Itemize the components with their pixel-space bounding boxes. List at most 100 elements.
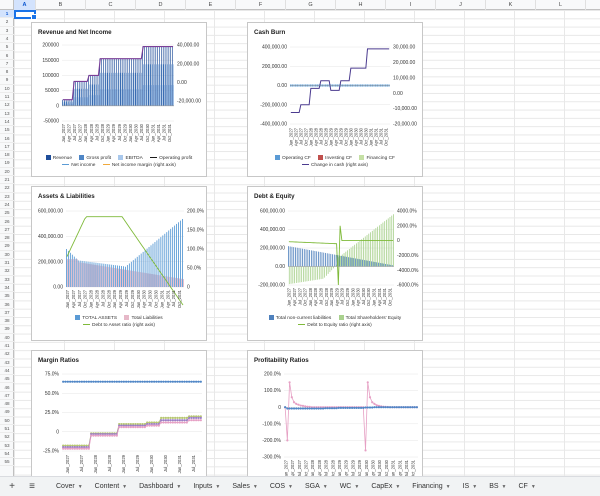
- sheet-tab-content[interactable]: Content ▼: [89, 479, 133, 495]
- row-header-17[interactable]: 17: [0, 143, 14, 152]
- row-header-51[interactable]: 51: [0, 425, 14, 434]
- spreadsheet-grid[interactable]: ABCDEFGHIJKLMN 1234567891011121314151617…: [0, 0, 600, 476]
- row-header-12[interactable]: 12: [0, 101, 14, 110]
- row-header-46[interactable]: 46: [0, 384, 14, 392]
- row-header-54[interactable]: 54: [0, 450, 14, 459]
- row-header-42[interactable]: 42: [0, 350, 14, 359]
- row-header-25[interactable]: 25: [0, 209, 14, 218]
- row-header-8[interactable]: 8: [0, 68, 14, 77]
- row-header-bar[interactable]: 1 2 3 4 5 6 7 8 9 10 11 12 13 14 15 16 17 18 19 20 21 22 23 24 2…: [0, 10, 14, 476]
- row-header-7[interactable]: 7: [0, 60, 14, 69]
- row-header-27[interactable]: 27: [0, 226, 14, 235]
- row-header-44[interactable]: 44: [0, 367, 14, 376]
- row-header-33[interactable]: 33: [0, 276, 14, 284]
- add-sheet-button[interactable]: +: [9, 481, 15, 492]
- row-header-34[interactable]: 34: [0, 284, 14, 293]
- row-header-28[interactable]: 28: [0, 234, 14, 243]
- row-header-13[interactable]: 13: [0, 110, 14, 118]
- chart-margin-ratios[interactable]: Margin Ratios 75.0% 50.0% 25.0% 0 -25.0% Jan_…: [31, 350, 207, 476]
- select-all-corner[interactable]: [0, 0, 14, 10]
- row-header-29[interactable]: 29: [0, 242, 14, 251]
- row-header-14[interactable]: 14: [0, 118, 14, 127]
- sheet-tab-financing[interactable]: Financing ▼: [406, 479, 456, 495]
- row-header-15[interactable]: 15: [0, 126, 14, 135]
- sheet-tab-cf[interactable]: CF ▼: [512, 479, 541, 495]
- sheet-tab-sales[interactable]: Sales ▼: [226, 479, 263, 495]
- row-header-6[interactable]: 6: [0, 52, 14, 60]
- sheet-tab-cos[interactable]: COS ▼: [264, 479, 299, 495]
- active-cell-a1[interactable]: [14, 10, 37, 20]
- row-header-1[interactable]: 1: [0, 10, 14, 19]
- row-header-53[interactable]: 53: [0, 442, 14, 450]
- row-header-32[interactable]: 32: [0, 267, 14, 276]
- row-header-18[interactable]: 18: [0, 151, 14, 160]
- column-header-f[interactable]: F: [236, 0, 286, 10]
- row-header-4[interactable]: 4: [0, 35, 14, 44]
- row-header-5[interactable]: 5: [0, 43, 14, 52]
- column-header-i[interactable]: I: [386, 0, 436, 10]
- row-header-45[interactable]: 45: [0, 375, 14, 384]
- row-header-41[interactable]: 41: [0, 342, 14, 351]
- all-sheets-menu-button[interactable]: ≡: [29, 481, 35, 492]
- chevron-down-icon[interactable]: ▼: [288, 483, 293, 490]
- column-header-g[interactable]: G: [286, 0, 336, 10]
- chart-revenue-net-income[interactable]: Revenue and Net Income 200000 150000 10000…: [31, 22, 207, 177]
- sheet-tab-cover[interactable]: Cover ▼: [50, 479, 89, 495]
- chevron-down-icon[interactable]: ▼: [472, 483, 478, 490]
- chevron-down-icon[interactable]: ▼: [322, 483, 328, 490]
- sheet-tab-dashboard[interactable]: Dashboard ▼: [133, 479, 187, 495]
- row-header-31[interactable]: 31: [0, 259, 14, 268]
- column-header-k[interactable]: K: [486, 0, 536, 10]
- sheet-tab-is[interactable]: IS ▼: [457, 479, 484, 495]
- chevron-down-icon[interactable]: ▼: [530, 483, 536, 490]
- chevron-down-icon[interactable]: ▼: [215, 483, 221, 490]
- chart-profitability-ratios[interactable]: Profitability Ratios 200.0% 100.0% 0 -100.0…: [247, 350, 423, 476]
- column-header-e[interactable]: E: [186, 0, 236, 10]
- column-header-j[interactable]: J: [436, 0, 486, 10]
- row-header-49[interactable]: 49: [0, 408, 14, 417]
- column-header-m[interactable]: M: [586, 0, 600, 10]
- row-header-35[interactable]: 35: [0, 292, 14, 301]
- row-header-24[interactable]: 24: [0, 201, 14, 210]
- chart-cash-burn[interactable]: Cash Burn 400,000.00 200,000.00 0.00 -200,0…: [247, 22, 423, 177]
- chart-debt-equity[interactable]: Debt & Equity 600,000.00 400,000.00 200,00…: [247, 186, 423, 341]
- chevron-down-icon[interactable]: ▼: [252, 483, 258, 490]
- row-header-10[interactable]: 10: [0, 85, 14, 93]
- column-header-d[interactable]: D: [136, 0, 186, 10]
- chevron-down-icon[interactable]: ▼: [445, 483, 451, 490]
- sheet-tab-inputs[interactable]: Inputs ▼: [187, 479, 226, 495]
- row-header-16[interactable]: 16: [0, 135, 14, 143]
- column-header-b[interactable]: B: [36, 0, 86, 10]
- chevron-down-icon[interactable]: ▼: [501, 483, 507, 490]
- column-header-c[interactable]: C: [86, 0, 136, 10]
- row-header-20[interactable]: 20: [0, 168, 14, 176]
- row-header-52[interactable]: 52: [0, 433, 14, 442]
- sheet-tab-sga[interactable]: SGA ▼: [299, 479, 334, 495]
- row-header-48[interactable]: 48: [0, 400, 14, 409]
- column-header-l[interactable]: L: [536, 0, 586, 10]
- row-header-37[interactable]: 37: [0, 309, 14, 318]
- chevron-down-icon[interactable]: ▼: [122, 483, 128, 490]
- column-header-h[interactable]: H: [336, 0, 386, 10]
- row-header-47[interactable]: 47: [0, 392, 14, 401]
- sheet-tab-wc[interactable]: WC ▼: [334, 479, 366, 495]
- row-header-43[interactable]: 43: [0, 359, 14, 367]
- row-header-23[interactable]: 23: [0, 193, 14, 201]
- row-header-11[interactable]: 11: [0, 93, 14, 102]
- row-header-22[interactable]: 22: [0, 184, 14, 193]
- chart-assets-liabilities[interactable]: Assets & Liabilities 600,000.00 400,000.0…: [31, 186, 207, 341]
- row-header-36[interactable]: 36: [0, 301, 14, 309]
- row-header-40[interactable]: 40: [0, 334, 14, 342]
- chevron-down-icon[interactable]: ▼: [77, 483, 83, 490]
- sheet-tab-capex[interactable]: CapEx ▼: [365, 479, 406, 495]
- row-header-26[interactable]: 26: [0, 218, 14, 226]
- chevron-down-icon[interactable]: ▼: [354, 483, 360, 490]
- row-header-39[interactable]: 39: [0, 325, 14, 334]
- chevron-down-icon[interactable]: ▼: [176, 483, 182, 490]
- row-header-55[interactable]: 55: [0, 458, 14, 467]
- row-header-38[interactable]: 38: [0, 317, 14, 326]
- row-header-3[interactable]: 3: [0, 27, 14, 35]
- row-header-50[interactable]: 50: [0, 417, 14, 425]
- sheet-tab-bs[interactable]: BS ▼: [483, 479, 512, 495]
- row-header-9[interactable]: 9: [0, 76, 14, 85]
